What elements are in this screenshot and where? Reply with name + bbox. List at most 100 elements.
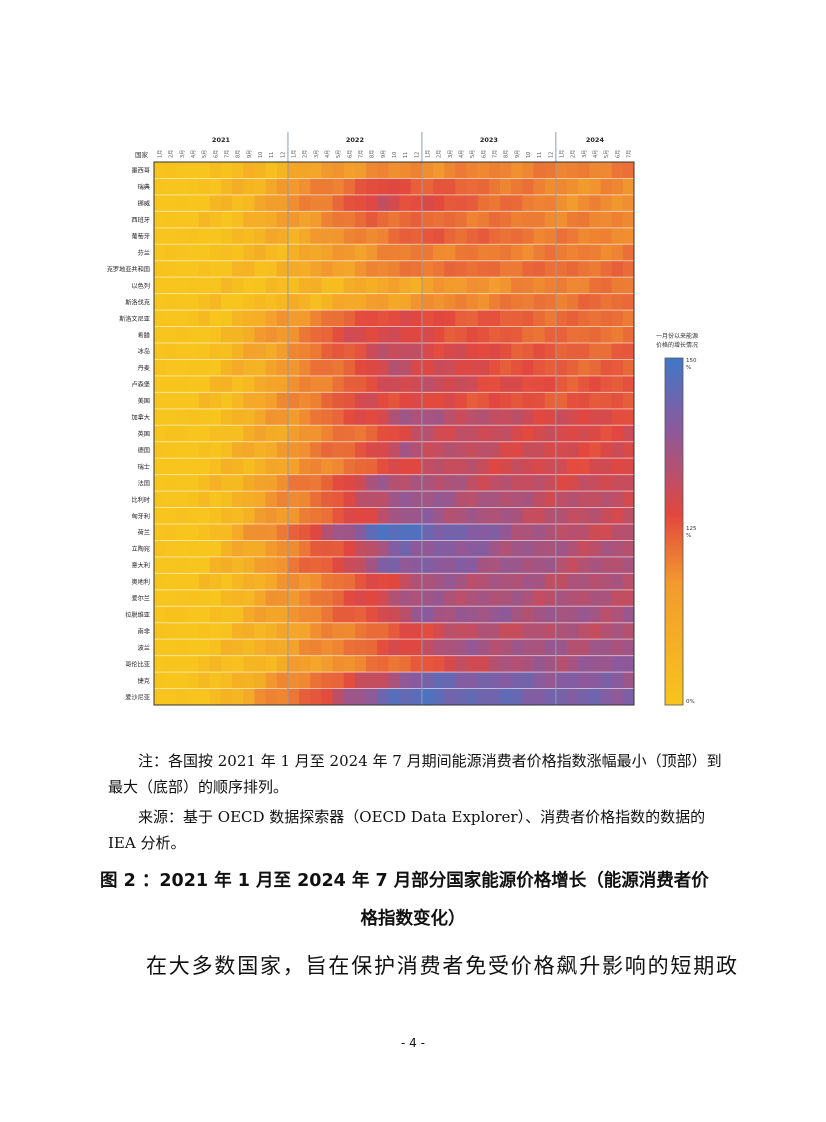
heatmap-cell	[466, 293, 479, 311]
month-tick-label: 11	[403, 152, 409, 158]
heatmap-cell	[366, 589, 378, 607]
heatmap-cell	[198, 194, 211, 212]
heatmap-cell	[488, 310, 501, 327]
heatmap-cell	[209, 622, 222, 640]
heatmap-cell	[366, 507, 378, 525]
heatmap-cell	[611, 655, 624, 673]
heatmap-cell	[567, 244, 579, 262]
heatmap-cell	[220, 359, 233, 377]
heatmap-cell	[567, 326, 579, 344]
heatmap-cell	[500, 375, 512, 393]
heatmap-cell	[477, 639, 490, 657]
heatmap-cell	[209, 277, 222, 295]
heatmap-cell	[154, 392, 166, 410]
heatmap-cell	[410, 162, 423, 179]
heatmap-cell	[466, 606, 479, 624]
heatmap-cell	[388, 441, 400, 459]
heatmap-cell	[176, 310, 188, 327]
heatmap-cell	[421, 425, 434, 443]
legend-colorbar	[664, 357, 684, 706]
heatmap-cell	[611, 310, 624, 327]
heatmap-cell	[399, 211, 412, 229]
heatmap-cell	[287, 639, 300, 657]
heatmap-cell	[578, 507, 590, 525]
heatmap-cell	[299, 589, 311, 607]
month-tick-label: 9月	[381, 150, 387, 158]
heatmap-cell	[511, 688, 523, 706]
heatmap-cell	[165, 540, 177, 558]
heatmap-cell	[377, 408, 389, 426]
heatmap-cell	[187, 573, 200, 591]
heatmap-cell	[533, 425, 546, 443]
heatmap-cell	[209, 425, 222, 443]
heatmap-cell	[444, 639, 456, 657]
heatmap-cell	[622, 540, 635, 558]
heatmap-cell	[332, 491, 345, 508]
heatmap-cell	[354, 540, 367, 558]
heatmap-cell	[611, 343, 624, 360]
heatmap-cell	[366, 293, 378, 311]
heatmap-cell	[578, 277, 590, 295]
heatmap-cell	[388, 425, 400, 443]
heatmap-cell	[220, 507, 233, 525]
heatmap-cell	[522, 343, 534, 360]
heatmap-cell	[165, 359, 177, 377]
country-label: 荷兰	[138, 529, 150, 537]
heatmap-cell	[176, 688, 188, 706]
heatmap-cell	[332, 688, 345, 706]
heatmap-cell	[611, 441, 624, 459]
heatmap-cell	[544, 375, 557, 393]
heatmap-cell	[388, 639, 400, 657]
heatmap-cell	[421, 277, 434, 295]
heatmap-cell	[589, 293, 601, 311]
heatmap-cell	[611, 277, 624, 295]
heatmap-cell	[321, 194, 333, 212]
heatmap-cell	[567, 606, 579, 624]
heatmap-cell	[265, 507, 278, 525]
heatmap-cell	[366, 310, 378, 327]
heatmap-cell	[276, 458, 289, 476]
heatmap-cell	[243, 194, 255, 212]
heatmap-cell	[544, 672, 557, 689]
month-tick-label: 2月	[437, 150, 443, 158]
heatmap-cell	[377, 556, 389, 574]
heatmap-cell	[287, 227, 300, 245]
heatmap-cell	[444, 178, 456, 196]
month-tick-label: 10	[258, 152, 264, 158]
heatmap-cell	[388, 556, 400, 574]
heatmap-cell	[488, 458, 501, 476]
heatmap-cell	[399, 491, 412, 508]
heatmap-cell	[433, 211, 445, 229]
country-label: 美国	[138, 397, 150, 405]
month-tick-label: 2月	[169, 150, 175, 158]
heatmap-cell	[243, 458, 255, 476]
country-label: 西班牙	[131, 216, 150, 224]
heatmap-cell	[276, 524, 289, 541]
heatmap-cell	[377, 589, 389, 607]
month-tick-label: 3月	[314, 150, 320, 158]
heatmap-cell	[343, 540, 356, 558]
heatmap-cell	[332, 655, 345, 673]
heatmap-cell	[589, 375, 601, 393]
heatmap-cell	[165, 392, 177, 410]
heatmap-cell	[488, 622, 501, 640]
heatmap-cell	[354, 211, 367, 229]
heatmap-cell	[321, 277, 333, 295]
heatmap-cell	[287, 606, 300, 624]
heatmap-cell	[388, 310, 400, 327]
heatmap-cell	[600, 392, 613, 410]
heatmap-cell	[444, 293, 456, 311]
heatmap-cell	[567, 458, 579, 476]
heatmap-cell	[310, 425, 322, 443]
heatmap-cell	[366, 655, 378, 673]
heatmap-cell	[622, 672, 635, 689]
heatmap-cell	[611, 178, 624, 196]
heatmap-cell	[567, 277, 579, 295]
heatmap-cell	[154, 408, 166, 426]
heatmap-cell	[511, 343, 523, 360]
heatmap-cell	[567, 293, 579, 311]
heatmap-cell	[600, 655, 613, 673]
heatmap-cell	[488, 639, 501, 657]
heatmap-cell	[455, 589, 467, 607]
heatmap-cell	[366, 441, 378, 459]
